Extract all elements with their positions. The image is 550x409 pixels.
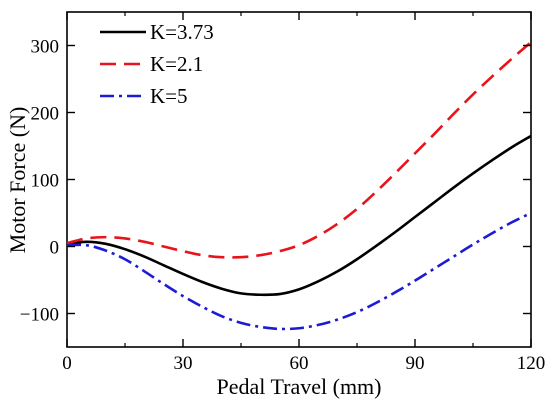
plot-frame xyxy=(66,11,532,348)
x-tick-label: 30 xyxy=(174,353,193,374)
series-lines xyxy=(66,41,532,331)
series-line-1 xyxy=(66,134,532,297)
y-tick-label: −100 xyxy=(20,305,59,326)
y-axis-label: Motor Force (N) xyxy=(5,107,30,254)
series-line-3 xyxy=(66,211,532,331)
x-tick-label: 0 xyxy=(62,353,72,374)
y-tick-label: 300 xyxy=(31,37,60,58)
x-axis-label: Pedal Travel (mm) xyxy=(217,374,382,399)
series-line-2 xyxy=(66,41,532,259)
y-tick-label: 100 xyxy=(31,171,60,192)
y-tick-label: 200 xyxy=(31,104,60,125)
x-tick-label: 90 xyxy=(406,353,425,374)
legend: K=3.73 K=2.1 K=5 xyxy=(100,20,214,108)
y-tick-label: 0 xyxy=(50,238,60,259)
axis-ticks xyxy=(66,12,532,347)
plot-area xyxy=(66,11,532,348)
legend-label-1: K=3.73 xyxy=(150,20,214,44)
x-tick-label: 60 xyxy=(290,353,309,374)
legend-label-2: K=2.1 xyxy=(150,52,203,76)
tick-labels: 0 30 60 90 120 −100 0 100 200 300 xyxy=(20,37,545,375)
legend-label-3: K=5 xyxy=(150,84,188,108)
x-tick-label: 120 xyxy=(517,353,546,374)
